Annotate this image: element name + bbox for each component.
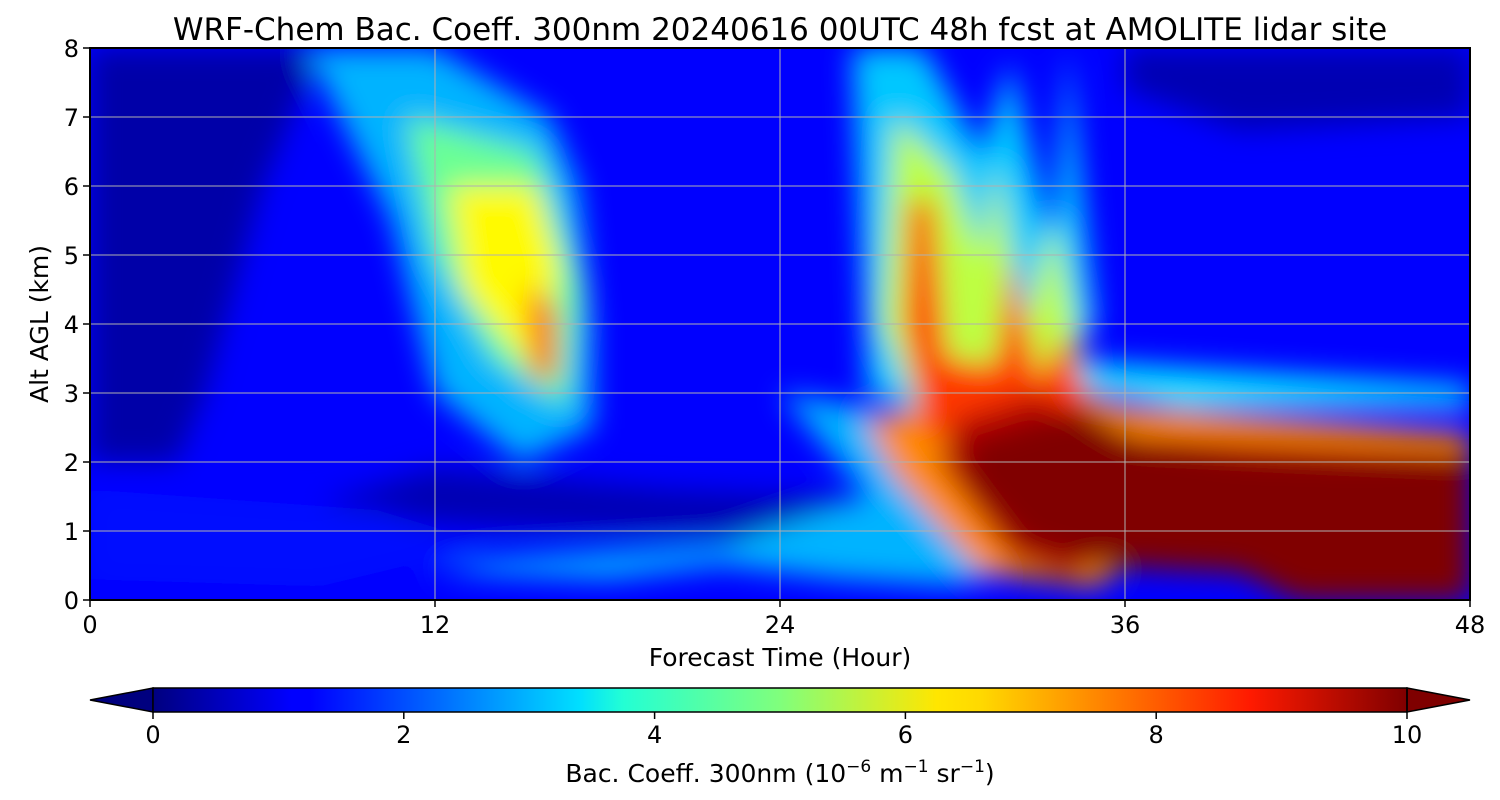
heatmap-region-1 [320, 468, 895, 538]
heatmap-region-2 [90, 489, 493, 587]
colorbar: 0 2 4 6 8 10 Bac. Coeff. 300nm (10−6 m−1 sr−1… [89, 687, 1471, 788]
y-tick-label-6: 6 [64, 173, 79, 201]
x-tick-label-1: 12 [420, 611, 451, 639]
y-axis-ticks: 0 1 2 3 4 5 6 7 8 [64, 35, 90, 615]
y-tick-label-8: 8 [64, 35, 79, 63]
colorbar-gradient [153, 688, 1407, 712]
heatmap-region-15 [966, 406, 1470, 600]
grid-lines [90, 48, 1470, 600]
heatmap-region-7 [527, 282, 556, 380]
colorbar-min-extend [89, 687, 154, 713]
heatmap-field [90, 48, 1470, 600]
y-axis-label: Alt AGL (km) [25, 245, 54, 403]
colorbar-tick-label-5: 10 [1392, 721, 1423, 749]
colorbar-tick-label-1: 2 [396, 721, 411, 749]
x-axis-label: Forecast Time (Hour) [649, 643, 912, 672]
colorbar-tick-label-0: 0 [145, 721, 160, 749]
y-tick-label-5: 5 [64, 242, 79, 270]
colorbar-label: Bac. Coeff. 300nm (10−6 m−1 sr−1) [565, 757, 994, 788]
heatmap-region-3 [1125, 48, 1470, 131]
x-tick-label-0: 0 [82, 611, 97, 639]
chart-title: WRF-Chem Bac. Coeff. 300nm 20240616 00UT… [173, 12, 1387, 48]
colorbar-tick-label-2: 4 [647, 721, 662, 749]
y-tick-label-7: 7 [64, 104, 79, 132]
x-tick-label-4: 48 [1455, 611, 1486, 639]
y-tick-label-1: 1 [64, 518, 79, 546]
colorbar-frame [152, 687, 1408, 713]
x-tick-label-3: 36 [1110, 611, 1141, 639]
y-tick-label-4: 4 [64, 311, 79, 339]
colorbar-max-extend [1406, 687, 1471, 713]
y-tick-label-0: 0 [64, 587, 79, 615]
colorbar-ticks: 0 2 4 6 8 10 [145, 712, 1422, 749]
colorbar-tick-label-4: 8 [1149, 721, 1164, 749]
colorbar-tick-label-3: 6 [898, 721, 913, 749]
heatmap-region-13 [903, 199, 1097, 435]
x-axis-ticks: 0 12 24 36 48 [82, 600, 1485, 639]
heatmap-contours [90, 48, 1470, 600]
x-tick-label-2: 24 [765, 611, 796, 639]
heatmap-region-9 [1038, 358, 1470, 407]
y-tick-label-3: 3 [64, 380, 79, 408]
y-tick-label-2: 2 [64, 449, 79, 477]
